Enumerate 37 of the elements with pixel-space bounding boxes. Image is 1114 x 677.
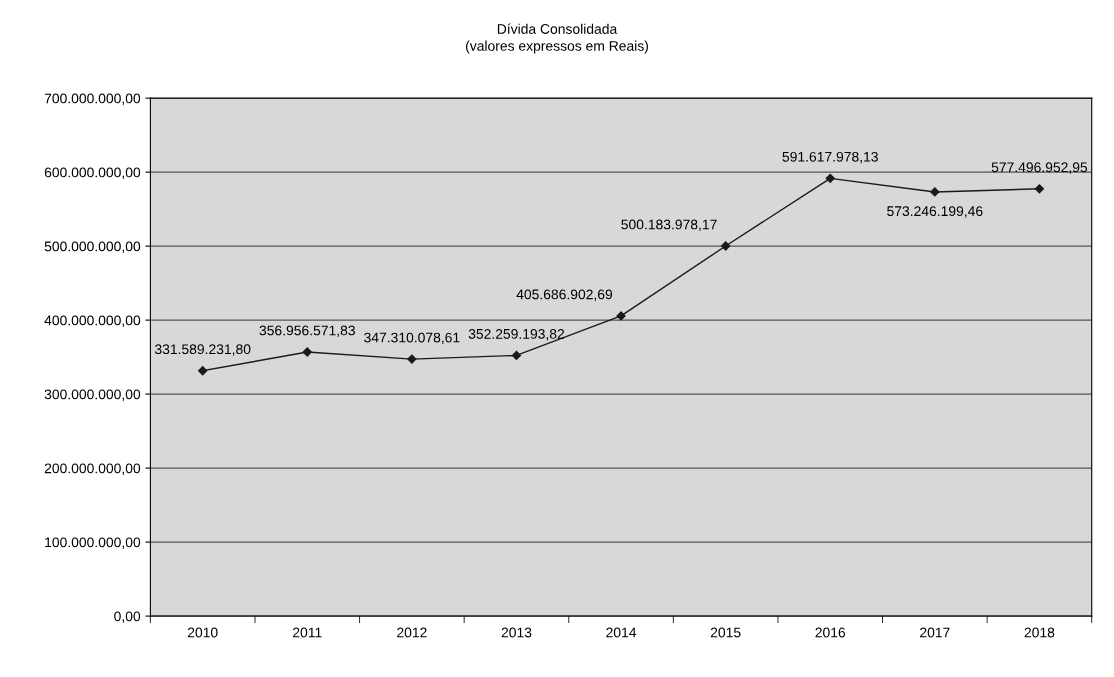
point — [616, 311, 626, 321]
x-tick-label: 2017 — [920, 627, 950, 638]
y-tick-label: 500.000.000,00 — [44, 241, 141, 253]
data-label: 331.589.231,80 — [154, 344, 251, 356]
y-tick-label: 700.000.000,00 — [44, 93, 141, 105]
x-tick-label: 2015 — [710, 627, 741, 638]
data-label: 577.496.952,95 — [991, 162, 1088, 174]
x-tick-label: 2014 — [606, 627, 637, 638]
y-tick-label: 0,00 — [114, 611, 141, 623]
data-label: 356.956.571,83 — [259, 325, 355, 337]
point — [511, 350, 522, 361]
point — [825, 173, 835, 183]
data-label: 352.259.193,82 — [468, 328, 565, 341]
x-tick-label: 2010 — [187, 627, 218, 638]
x-tick-label: 2011 — [293, 627, 322, 638]
y-tick-label: 400.000.000,00 — [44, 315, 141, 327]
data-label: 573.246.199,46 — [887, 206, 983, 218]
point — [721, 241, 731, 251]
y-tick-label: 300.000.000,00 — [44, 389, 141, 401]
data-label: 591.617.978,13 — [782, 151, 878, 164]
data-label: 500.183.978,17 — [621, 219, 717, 232]
x-tick-label: 2013 — [501, 627, 532, 638]
point — [302, 347, 312, 357]
y-tick-label: 200.000.000,00 — [44, 463, 141, 475]
chart-title: Dívida Consolidada — [497, 23, 618, 34]
point — [1034, 184, 1045, 194]
point — [407, 354, 417, 364]
y-tick-label: 600.000.000,00 — [44, 167, 141, 179]
point — [930, 187, 940, 197]
x-tick-label: 2012 — [397, 627, 427, 638]
x-tick-label: 2018 — [1024, 627, 1055, 638]
data-label: 347.310.078,61 — [364, 332, 460, 345]
data-label: 405.686.902,69 — [516, 289, 613, 301]
chart-subtitle: (valores expressos em Reais) — [466, 40, 648, 54]
x-tick-label: 2016 — [815, 627, 846, 638]
point — [198, 366, 208, 376]
y-tick-label: 100.000.000,00 — [45, 537, 141, 549]
